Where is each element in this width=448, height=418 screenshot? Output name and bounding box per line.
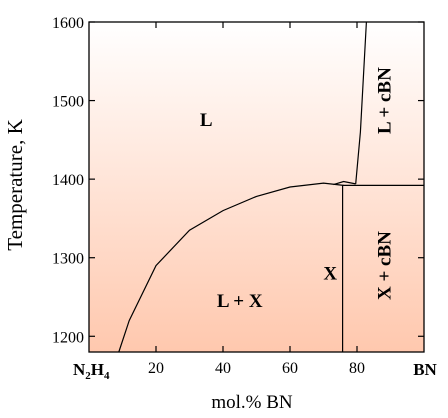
plot-background xyxy=(89,22,424,352)
phase-boundaries xyxy=(118,21,424,353)
x-tick-label: 40 xyxy=(215,360,231,377)
axis-ticks xyxy=(89,21,424,352)
region-label: L xyxy=(200,110,213,131)
region-label: L + X xyxy=(217,291,263,312)
plot-frame xyxy=(88,21,425,353)
curve-eutectic-upper xyxy=(333,180,356,186)
y-axis-title: Temperature, K xyxy=(3,119,27,250)
x-tick-label: 60 xyxy=(282,360,298,377)
tick-labels: 20 40 60 80 1200 1300 1400 1500 1600 xyxy=(52,15,365,377)
region-label: X xyxy=(323,263,337,284)
curve-liquidus xyxy=(118,182,344,353)
region-label: L + cBN xyxy=(375,67,396,134)
x-axis-right-end-label: BN xyxy=(413,360,437,379)
region-labels: L L + X X L + cBN X + cBN xyxy=(200,67,396,312)
x-tick-label: 20 xyxy=(148,360,164,377)
y-tick-label: 1600 xyxy=(52,15,84,32)
x-axis-left-end-label: N2H4 xyxy=(73,360,110,382)
y-tick-label: 1200 xyxy=(52,329,84,346)
y-tick-label: 1500 xyxy=(52,94,84,111)
y-tick-label: 1300 xyxy=(52,251,84,268)
x-tick-label: 80 xyxy=(349,360,365,377)
x-axis-title: mol.% BN xyxy=(211,392,293,413)
region-label: X + cBN xyxy=(375,231,396,300)
curve-cbn-liquidus xyxy=(355,21,367,184)
y-tick-label: 1400 xyxy=(52,172,84,189)
